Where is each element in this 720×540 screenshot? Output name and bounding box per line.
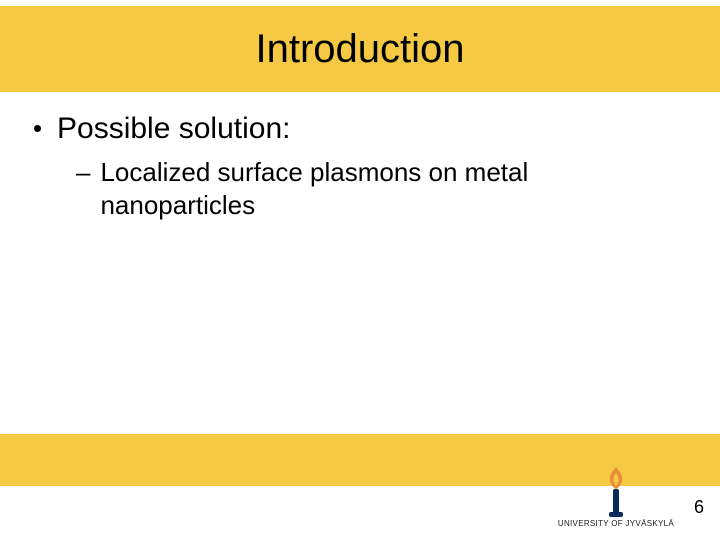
- bullet-item: Possible solution:: [34, 110, 684, 148]
- slide-title: Introduction: [255, 27, 464, 72]
- sub-bullet-item: – Localized surface plasmons on metal na…: [76, 156, 684, 224]
- flame-icon: [606, 467, 626, 491]
- dash-marker-icon: –: [76, 156, 90, 190]
- slide: Introduction Possible solution: – Locali…: [0, 0, 720, 540]
- university-label: UNIVERSITY OF JYVÄSKYLÄ: [558, 519, 674, 528]
- content-area: Possible solution: – Localized surface p…: [34, 110, 684, 223]
- title-band: Introduction: [0, 6, 720, 92]
- university-logo: UNIVERSITY OF JYVÄSKYLÄ: [558, 467, 674, 528]
- torch-base: [609, 512, 623, 517]
- bullet-marker-icon: [34, 125, 41, 132]
- bullet-text: Possible solution:: [57, 110, 290, 148]
- torch-icon: [604, 467, 628, 517]
- page-number: 6: [694, 497, 704, 518]
- sub-bullet-text: Localized surface plasmons on metal nano…: [100, 156, 684, 224]
